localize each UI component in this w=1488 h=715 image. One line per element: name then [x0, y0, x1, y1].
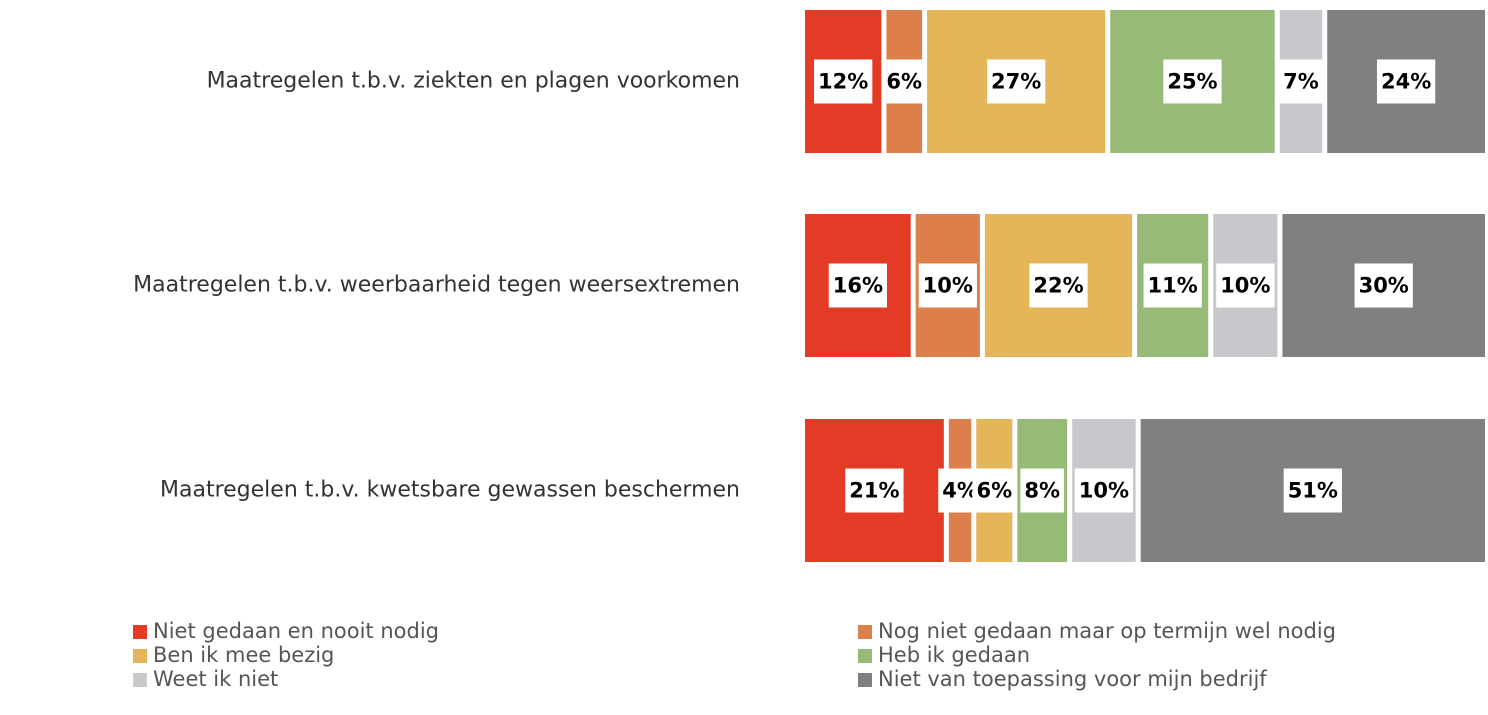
data-label: 10% [918, 263, 977, 308]
data-label-text: 25% [1167, 70, 1217, 94]
data-label-text: 7% [1283, 70, 1319, 94]
legend-label: Weet ik niet [153, 667, 278, 691]
data-label-text: 10% [923, 274, 973, 298]
data-label-background [1283, 468, 1342, 513]
data-label-text: 10% [1220, 274, 1270, 298]
data-label-background [845, 468, 904, 513]
data-label: 10% [1074, 468, 1134, 513]
data-label: 10% [1216, 263, 1275, 308]
data-label-text: 10% [1079, 479, 1129, 503]
data-label-text: 51% [1288, 479, 1338, 503]
data-label-text: 11% [1148, 274, 1198, 298]
data-label-background [1216, 263, 1275, 308]
data-label-text: 4% [942, 479, 978, 503]
data-label-text: 27% [991, 70, 1041, 94]
data-label-background [972, 468, 1017, 513]
data-label-background [1143, 263, 1202, 308]
data-label: 6% [972, 468, 1017, 513]
data-label-background [1029, 263, 1088, 308]
legend-label: Ben ik mee bezig [153, 643, 334, 667]
data-label-text: 6% [976, 479, 1012, 503]
legend-label: Niet van toepassing voor mijn bedrijf [878, 667, 1267, 691]
data-label-background [918, 263, 977, 308]
data-label: 21% [845, 468, 904, 513]
data-label: 51% [1283, 468, 1342, 513]
legend-swatch [858, 649, 872, 663]
data-label-background [1163, 59, 1222, 104]
data-label: 6% [882, 59, 927, 104]
legend-swatch [858, 625, 872, 639]
data-label-background [828, 263, 887, 308]
data-label-text: 21% [849, 479, 899, 503]
data-label: 27% [987, 59, 1046, 104]
data-label-background [1020, 468, 1065, 513]
legend-swatch [133, 625, 147, 639]
data-label-text: 30% [1359, 274, 1409, 298]
category-label: Maatregelen t.b.v. weerbaarheid tegen we… [133, 273, 740, 298]
data-label: 12% [814, 59, 873, 104]
data-label-text: 6% [886, 70, 922, 94]
data-label-text: 22% [1033, 274, 1083, 298]
data-label-text: 12% [818, 70, 868, 94]
data-label-background [1279, 59, 1323, 104]
data-label-background [882, 59, 927, 104]
legend-swatch [858, 673, 872, 687]
legend-label: Heb ik gedaan [878, 643, 1030, 667]
data-label: 24% [1376, 59, 1436, 104]
data-label: 25% [1163, 59, 1222, 104]
legend-swatch [133, 673, 147, 687]
data-label-text: 8% [1024, 479, 1060, 503]
data-label-background [1354, 263, 1413, 308]
category-label: Maatregelen t.b.v. ziekten en plagen voo… [207, 69, 740, 94]
data-label-background [814, 59, 873, 104]
data-label: 30% [1354, 263, 1413, 308]
legend-label: Nog niet gedaan maar op termijn wel nodi… [878, 619, 1336, 643]
category-label: Maatregelen t.b.v. kwetsbare gewassen be… [160, 478, 740, 503]
legend-swatch [133, 649, 147, 663]
data-label: 8% [1020, 468, 1065, 513]
data-label-background [1376, 59, 1436, 104]
data-label-background [1074, 468, 1134, 513]
legend-label: Niet gedaan en nooit nodig [153, 619, 439, 643]
data-label: 7% [1279, 59, 1323, 104]
data-label-background [987, 59, 1046, 104]
data-label-text: 24% [1381, 70, 1431, 94]
data-label: 11% [1143, 263, 1202, 308]
data-label: 22% [1029, 263, 1088, 308]
data-label-text: 16% [833, 274, 883, 298]
data-label: 16% [828, 263, 887, 308]
